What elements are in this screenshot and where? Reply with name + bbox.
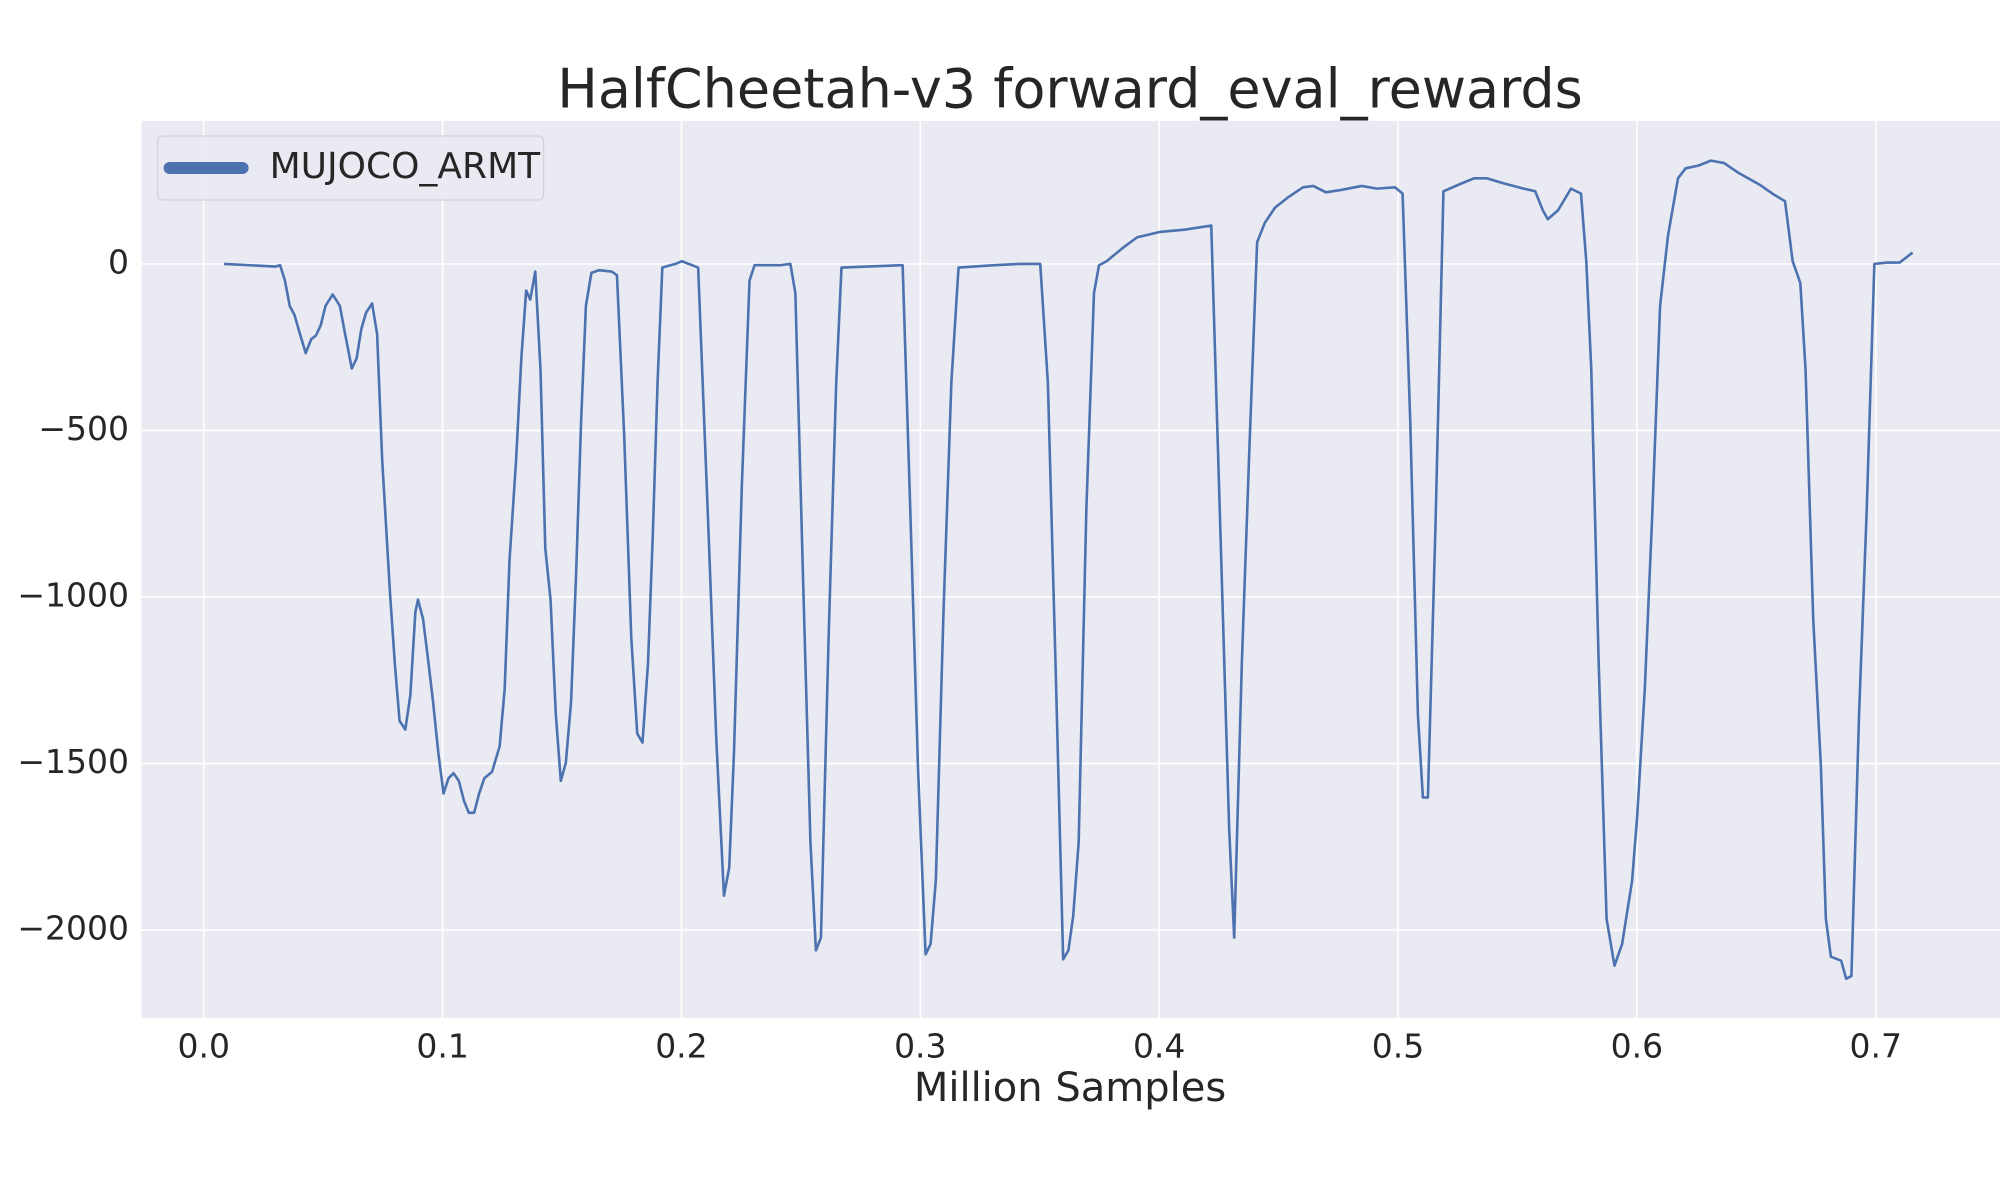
x-tick-label: 0.2	[655, 1027, 707, 1066]
x-tick-label: 0.0	[177, 1027, 229, 1066]
x-tick-label: 0.6	[1611, 1027, 1663, 1066]
y-tick-label: −2000	[17, 909, 129, 948]
x-tick-label: 0.5	[1372, 1027, 1424, 1066]
y-tick-label: 0	[108, 242, 129, 281]
legend-label: MUJOCO_ARMT	[270, 146, 542, 187]
x-tick-label: 0.1	[416, 1027, 468, 1066]
x-tick-label: 0.3	[894, 1027, 946, 1066]
legend: MUJOCO_ARMT	[156, 135, 545, 201]
y-tick-label: −1500	[17, 742, 129, 781]
x-tick-label: 0.7	[1850, 1027, 1902, 1066]
x-tick-label: 0.4	[1133, 1027, 1185, 1066]
x-axis-label: Million Samples	[914, 1065, 1226, 1111]
plot-area	[141, 121, 2000, 1018]
y-tick-label: −1000	[17, 575, 129, 614]
chart-title: HalfCheetah-v3 forward_eval_rewards	[557, 58, 1583, 121]
legend-box	[156, 135, 545, 201]
y-tick-label: −500	[38, 409, 129, 448]
series-line	[223, 159, 1914, 980]
lines	[223, 159, 1914, 980]
